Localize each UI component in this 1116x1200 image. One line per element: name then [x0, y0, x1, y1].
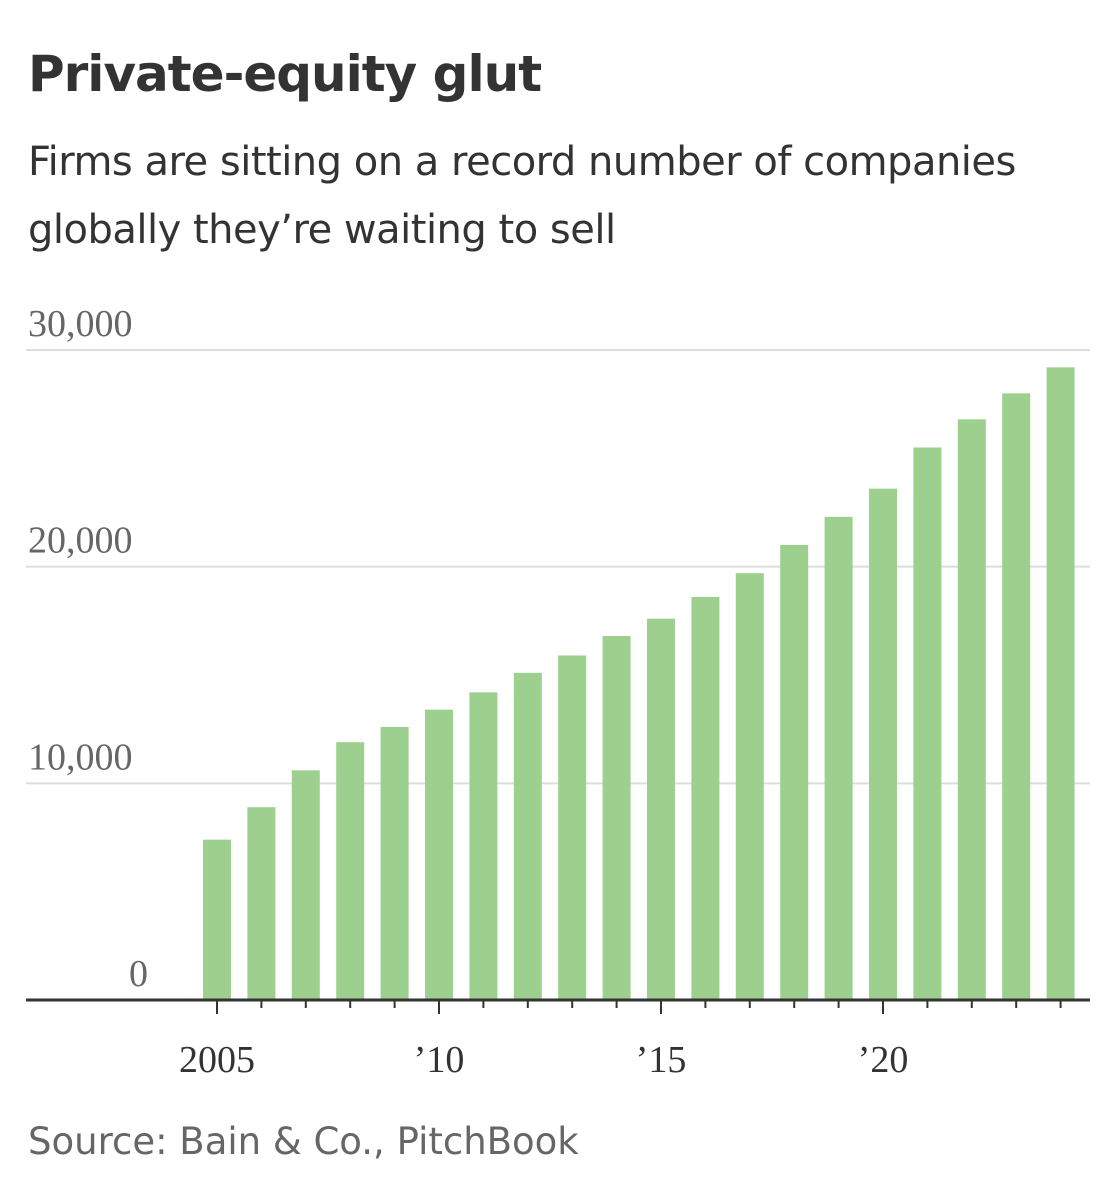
- x-axis-labels: 2005 ’10 ’15 ’20: [179, 1039, 908, 1081]
- bar: [602, 636, 631, 1000]
- bar: [647, 618, 675, 1000]
- y-tick-label: 20,000: [28, 520, 133, 562]
- x-tick-label: ’15: [636, 1039, 687, 1081]
- chart-title: Private-equity glut: [28, 45, 542, 103]
- y-tick-label: 10,000: [28, 736, 133, 778]
- bars: [203, 367, 1075, 1000]
- bar: [824, 516, 853, 1000]
- bar: [513, 672, 542, 1000]
- x-axis: [26, 998, 1090, 1014]
- bar: [291, 770, 320, 1000]
- y-tick-label: 30,000: [28, 303, 133, 345]
- bar: [336, 742, 365, 1000]
- bar: [247, 807, 276, 1000]
- source-note: Source: Bain & Co., PitchBook: [28, 1120, 579, 1163]
- x-tick-label: ’20: [858, 1039, 909, 1081]
- x-tick-label: 2005: [179, 1039, 255, 1081]
- bar: [691, 597, 720, 1000]
- bar: [869, 488, 897, 1000]
- bar: [425, 709, 453, 1000]
- bar: [380, 727, 409, 1000]
- bar: [1002, 393, 1031, 1000]
- x-tick-label: ’10: [414, 1039, 465, 1081]
- bar: [469, 692, 498, 1000]
- bar: [913, 447, 942, 1000]
- y-axis-labels: 0 10,000 20,000 30,000: [28, 303, 148, 995]
- bar: [780, 545, 809, 1000]
- bar: [735, 573, 764, 1000]
- chart-subtitle: Firms are sitting on a record number of …: [28, 139, 1016, 253]
- bar: [203, 839, 231, 1000]
- bar: [558, 655, 587, 1000]
- bar: [1046, 367, 1075, 1000]
- y-tick-label: 0: [129, 953, 148, 995]
- bar: [957, 419, 986, 1000]
- gridlines: [26, 349, 1090, 785]
